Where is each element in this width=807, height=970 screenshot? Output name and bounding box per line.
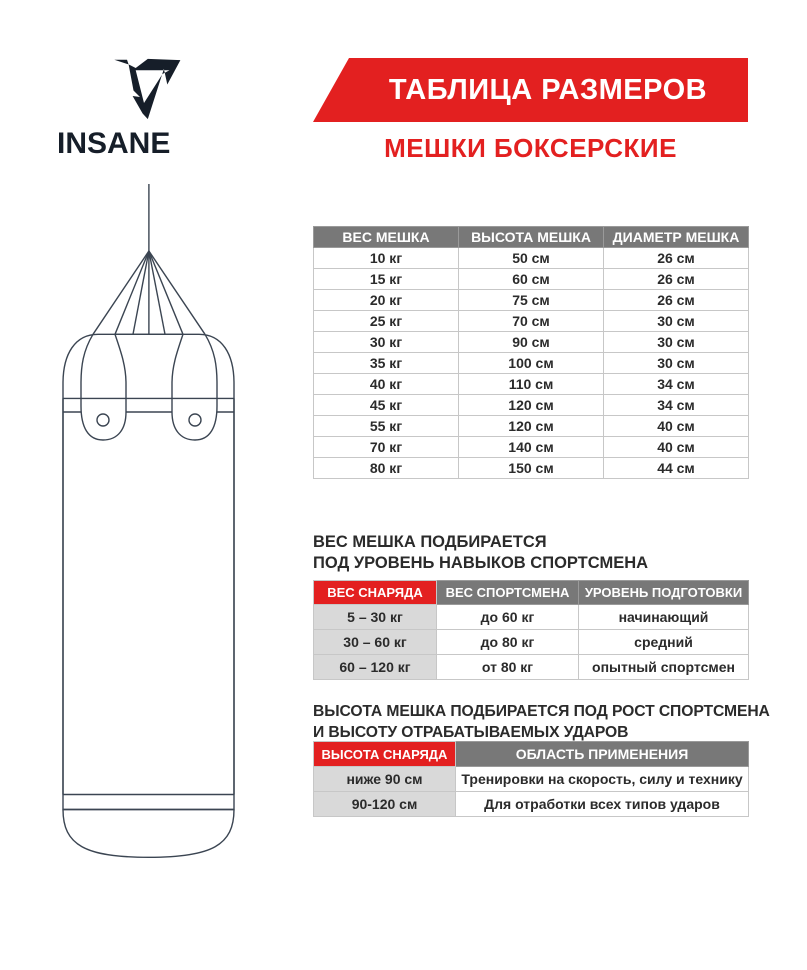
svg-text:ТАБЛИЦА РАЗМЕРОВ: ТАБЛИЦА РАЗМЕРОВ [389, 74, 707, 106]
